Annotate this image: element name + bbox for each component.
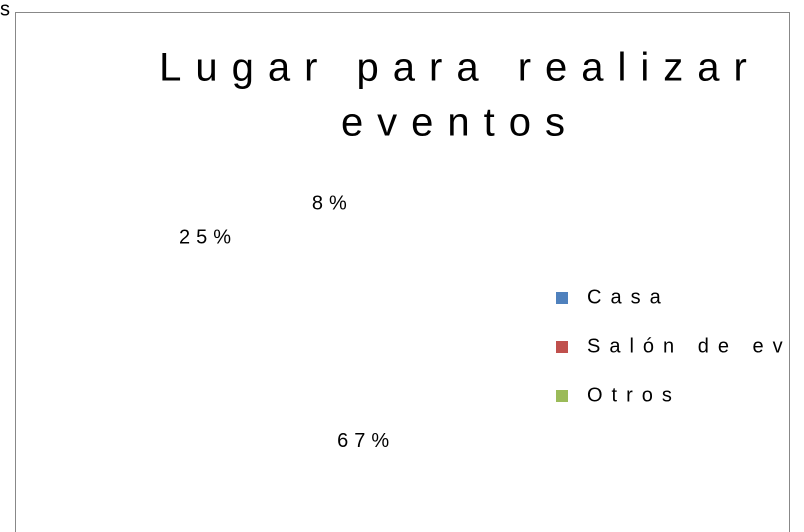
- legend-label: Casa: [587, 286, 670, 308]
- data-label: 67%: [337, 430, 395, 452]
- corner-label: s: [0, 0, 10, 20]
- data-label: 8%: [312, 192, 353, 214]
- chart-title: Lugar para realizar: [159, 46, 761, 90]
- legend-label: Otros: [587, 384, 681, 406]
- data-label: 25%: [179, 226, 237, 248]
- plot: Lugar para realizar eventos 8% 67% 25% Casa…: [159, 46, 804, 453]
- chart-title: eventos: [341, 101, 579, 145]
- legend-swatch: [556, 390, 568, 402]
- legend-swatch: [556, 341, 568, 353]
- legend-swatch: [556, 292, 568, 304]
- chart-frame: [15, 12, 790, 532]
- legend-label: Salón de eventos: [587, 335, 804, 357]
